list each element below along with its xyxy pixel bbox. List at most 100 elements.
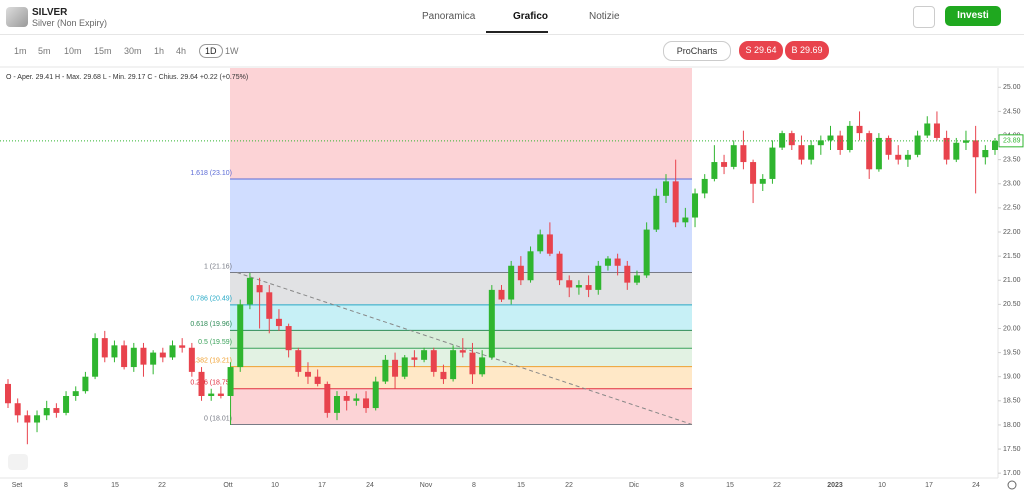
invest-button[interactable]: Investi [945, 6, 1001, 26]
fib-label: 1 (21.16) [204, 263, 232, 270]
candle-body [256, 285, 263, 293]
candle-body [711, 162, 718, 179]
candle-body [334, 396, 340, 413]
x-tick-label: 22 [773, 482, 781, 489]
x-tick-label: 24 [972, 482, 980, 489]
candle-body [914, 135, 921, 155]
y-tick-label: 22.00 [1003, 229, 1021, 236]
candle-body [546, 234, 553, 254]
x-tick-label: Nov [420, 482, 433, 489]
buy-button[interactable]: B 29.69 [785, 41, 829, 60]
candle-body [614, 258, 621, 266]
x-tick-label: 22 [158, 482, 166, 489]
x-tick-label: 15 [726, 482, 734, 489]
candle-body [372, 381, 379, 409]
candle-body [488, 289, 495, 358]
candle-body [846, 125, 853, 150]
timeframe[interactable]: 5m [38, 46, 51, 56]
tab-underline [486, 31, 548, 33]
candle-body [595, 265, 602, 290]
candle-body [924, 123, 931, 136]
candle-body [479, 357, 486, 375]
candle-body [140, 347, 147, 365]
candle-body [769, 147, 776, 179]
candle-body [730, 145, 737, 167]
candle-body [798, 145, 805, 160]
x-tick-label: 2023 [827, 482, 843, 489]
candle-body [585, 285, 592, 290]
y-tick-label: 18.00 [1003, 422, 1021, 429]
candle-body [14, 403, 21, 416]
timeframe[interactable]: 15m [94, 46, 112, 56]
fib-label: 0.786 (20.49) [190, 296, 232, 303]
candle-body [643, 229, 650, 276]
candle-body [53, 408, 60, 413]
candle-body [295, 350, 302, 372]
candle-body [885, 137, 892, 155]
candle-body [169, 345, 176, 358]
x-tick-label: 17 [925, 482, 933, 489]
candle-body [363, 398, 370, 409]
candle-body [343, 396, 350, 401]
logo [6, 7, 28, 27]
timeframe[interactable]: 1W [225, 46, 239, 56]
candle-body [92, 338, 99, 377]
candle-body [179, 345, 186, 348]
sell-button[interactable]: S 29.64 [739, 41, 783, 60]
candle-body [430, 350, 437, 372]
last-price-label: 23.89 [1003, 138, 1021, 145]
candle-body [34, 415, 41, 423]
candle-body [130, 347, 137, 368]
timeframe[interactable]: 1m [14, 46, 27, 56]
candle-body [895, 154, 902, 160]
fib-label: 0 (18.01) [204, 415, 232, 422]
x-tick-label: 8 [64, 482, 68, 489]
y-tick-label: 23.50 [1003, 156, 1021, 163]
x-tick-label: 17 [318, 482, 326, 489]
candle-body [150, 352, 157, 365]
candle-body [275, 318, 282, 327]
candle-body [517, 265, 524, 281]
last-price-tag [998, 134, 1024, 148]
candle-body [43, 408, 50, 416]
candle-body [459, 350, 466, 353]
candle-body [943, 137, 950, 160]
candle-body [208, 393, 215, 396]
candle-body [575, 285, 582, 288]
candle-body [653, 195, 660, 230]
candle-body [982, 150, 989, 158]
timeframe[interactable]: 10m [64, 46, 82, 56]
fib-zone [230, 272, 692, 305]
candle-body [633, 275, 640, 283]
y-tick-label: 19.50 [1003, 349, 1021, 356]
procharts-button[interactable]: ProCharts [663, 41, 731, 61]
x-tick-label: 10 [878, 482, 886, 489]
candle-body [5, 383, 11, 404]
y-tick-label: 17.50 [1003, 446, 1021, 453]
fib-zone [230, 304, 692, 331]
candle-body [72, 391, 79, 396]
timeframe[interactable]: 4h [176, 46, 187, 56]
x-tick-label: Dic [629, 482, 640, 489]
x-tick-label: 15 [111, 482, 119, 489]
y-tick-label: 17.00 [1003, 470, 1021, 477]
candle-body [866, 133, 873, 170]
watchlist-button[interactable] [913, 6, 935, 28]
tab[interactable]: Notizie [589, 11, 620, 22]
timeframe[interactable]: 30m [124, 46, 142, 56]
settings-icon [1007, 480, 1017, 490]
candle-body [740, 145, 747, 163]
candle-body [198, 371, 205, 396]
timeframe[interactable]: 1h [154, 46, 165, 56]
y-tick-label: 24.50 [1003, 108, 1021, 115]
tab[interactable]: Grafico [513, 11, 549, 22]
tab[interactable]: Panoramica [422, 11, 476, 22]
timeframe[interactable]: 1D [199, 44, 223, 58]
x-tick-label: 22 [565, 482, 573, 489]
y-tick-label: 23.00 [1003, 181, 1021, 188]
candle-body [904, 154, 911, 160]
y-tick-label: 20.50 [1003, 301, 1021, 308]
candle-body [692, 193, 699, 218]
candle-body [682, 217, 689, 223]
